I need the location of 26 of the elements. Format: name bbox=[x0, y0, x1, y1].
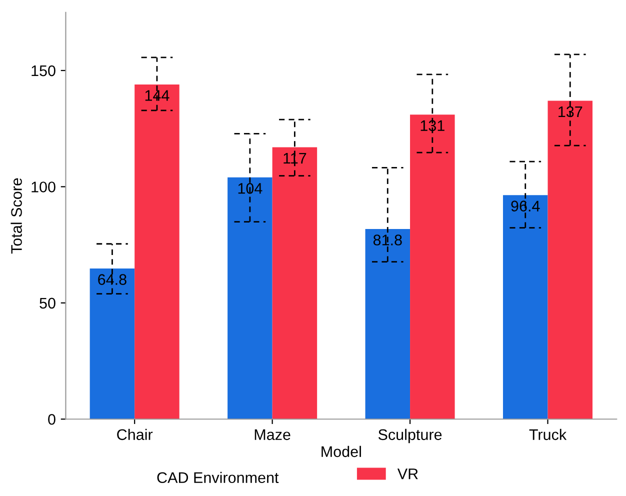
x-tick-label: Sculpture bbox=[378, 428, 442, 444]
x-tick-label: Chair bbox=[117, 428, 153, 440]
bar bbox=[548, 100, 593, 420]
bar bbox=[272, 147, 318, 420]
bar bbox=[502, 195, 548, 420]
data-label: 96.4 bbox=[511, 200, 540, 212]
bar bbox=[365, 229, 410, 420]
data-label: 131 bbox=[420, 120, 444, 132]
y-tick-label: 50 bbox=[40, 298, 56, 309]
y-tick-label: 100 bbox=[32, 182, 56, 192]
x-tick-label: Truck bbox=[529, 428, 567, 440]
bar bbox=[134, 84, 180, 420]
x-axis-title: Model bbox=[322, 446, 361, 458]
y-tick-label: 0 bbox=[48, 414, 56, 425]
bar bbox=[228, 177, 272, 420]
y-axis-title: Total Score bbox=[10, 178, 22, 254]
bar bbox=[410, 114, 455, 420]
y-tick-label: 150 bbox=[32, 65, 56, 76]
legend-label: VR bbox=[397, 468, 418, 480]
legend-title: CAD Environment bbox=[157, 472, 279, 484]
data-label: 64.8 bbox=[98, 274, 126, 285]
x-tick-label: Maze bbox=[254, 429, 290, 440]
data-label: 104 bbox=[238, 183, 262, 194]
bar bbox=[90, 268, 135, 420]
data-label: 144 bbox=[145, 90, 170, 101]
data-label: 137 bbox=[558, 106, 582, 118]
